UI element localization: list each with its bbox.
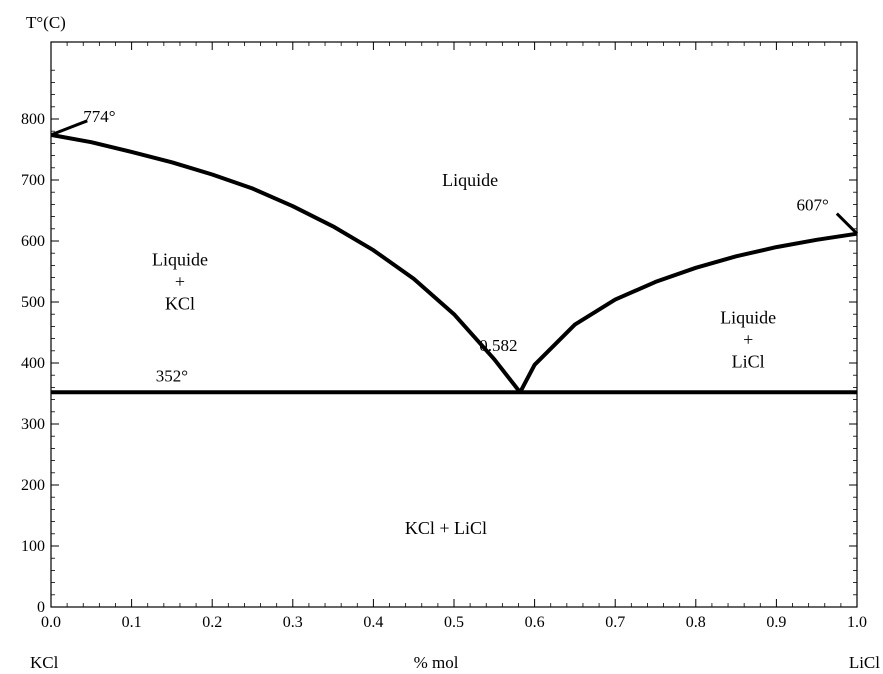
x-axis-right-end-label: LiCl xyxy=(849,653,880,672)
y-tick-label: 300 xyxy=(21,416,45,433)
region-label-line: KCl + LiCl xyxy=(405,518,487,538)
annotation-arrow-line xyxy=(835,212,859,235)
x-tick-label: 0.2 xyxy=(202,614,222,631)
y-tick-label: 400 xyxy=(21,355,45,372)
y-tick-label: 100 xyxy=(21,538,45,555)
region-label: Liquide + LiCl xyxy=(720,307,776,371)
annotation-arrow-line xyxy=(50,119,88,137)
region-label-line: Liquide xyxy=(442,170,498,190)
x-tick-label: 0.1 xyxy=(122,614,142,631)
x-tick-label: 0.9 xyxy=(766,614,786,631)
region-label-line: KCl xyxy=(165,293,195,313)
annotation-label: 607° xyxy=(797,196,829,215)
x-tick-label: 0.3 xyxy=(283,614,303,631)
x-tick-label: 0.5 xyxy=(444,614,464,631)
annotation-label: 774° xyxy=(83,107,115,126)
annotation-label: 352° xyxy=(156,366,188,385)
x-tick-label: 0.4 xyxy=(363,614,383,631)
x-axis-left-end-label: KCl xyxy=(30,653,59,672)
y-tick-label: 200 xyxy=(21,477,45,494)
x-tick-label: 0.0 xyxy=(41,614,61,631)
series-line-2 xyxy=(518,231,858,394)
series-line-1 xyxy=(50,132,522,394)
y-tick-label: 600 xyxy=(21,233,45,250)
region-label-line: + xyxy=(175,271,185,291)
y-tick-label: 0 xyxy=(37,599,45,616)
region-label-line: + xyxy=(743,329,753,349)
series-lines xyxy=(50,132,858,395)
annotation-arrows xyxy=(50,119,859,235)
x-tick-label: 0.8 xyxy=(686,614,706,631)
y-axis-title: T°(C) xyxy=(26,13,66,32)
x-tick-labels: 0.0 0.1 0.2 0.3 0.4 0.5 0.6 0.7 0.8 0.9 1.0 xyxy=(41,614,867,631)
region-label: Liquide xyxy=(442,170,498,190)
region-label-line: Liquide xyxy=(152,249,208,269)
y-tick-label: 800 xyxy=(21,111,45,128)
region-label-line: LiCl xyxy=(732,351,765,371)
y-tick-label: 700 xyxy=(21,172,45,189)
x-tick-label: 0.7 xyxy=(605,614,625,631)
x-tick-label: 1.0 xyxy=(847,614,867,631)
y-tick-labels: 0 100 200 300 400 500 600 700 800 xyxy=(21,111,45,616)
region-label: KCl + LiCl xyxy=(405,518,487,538)
region-label-line: Liquide xyxy=(720,307,776,327)
y-tick-label: 500 xyxy=(21,294,45,311)
region-label: Liquide + KCl xyxy=(152,249,208,313)
annotation-label: 0.582 xyxy=(479,336,517,355)
x-axis-title: % mol xyxy=(414,653,459,672)
tick-marks xyxy=(50,42,858,608)
x-tick-label: 0.6 xyxy=(525,614,545,631)
annotations: 774° 607° 352° 0.582 xyxy=(83,107,829,385)
